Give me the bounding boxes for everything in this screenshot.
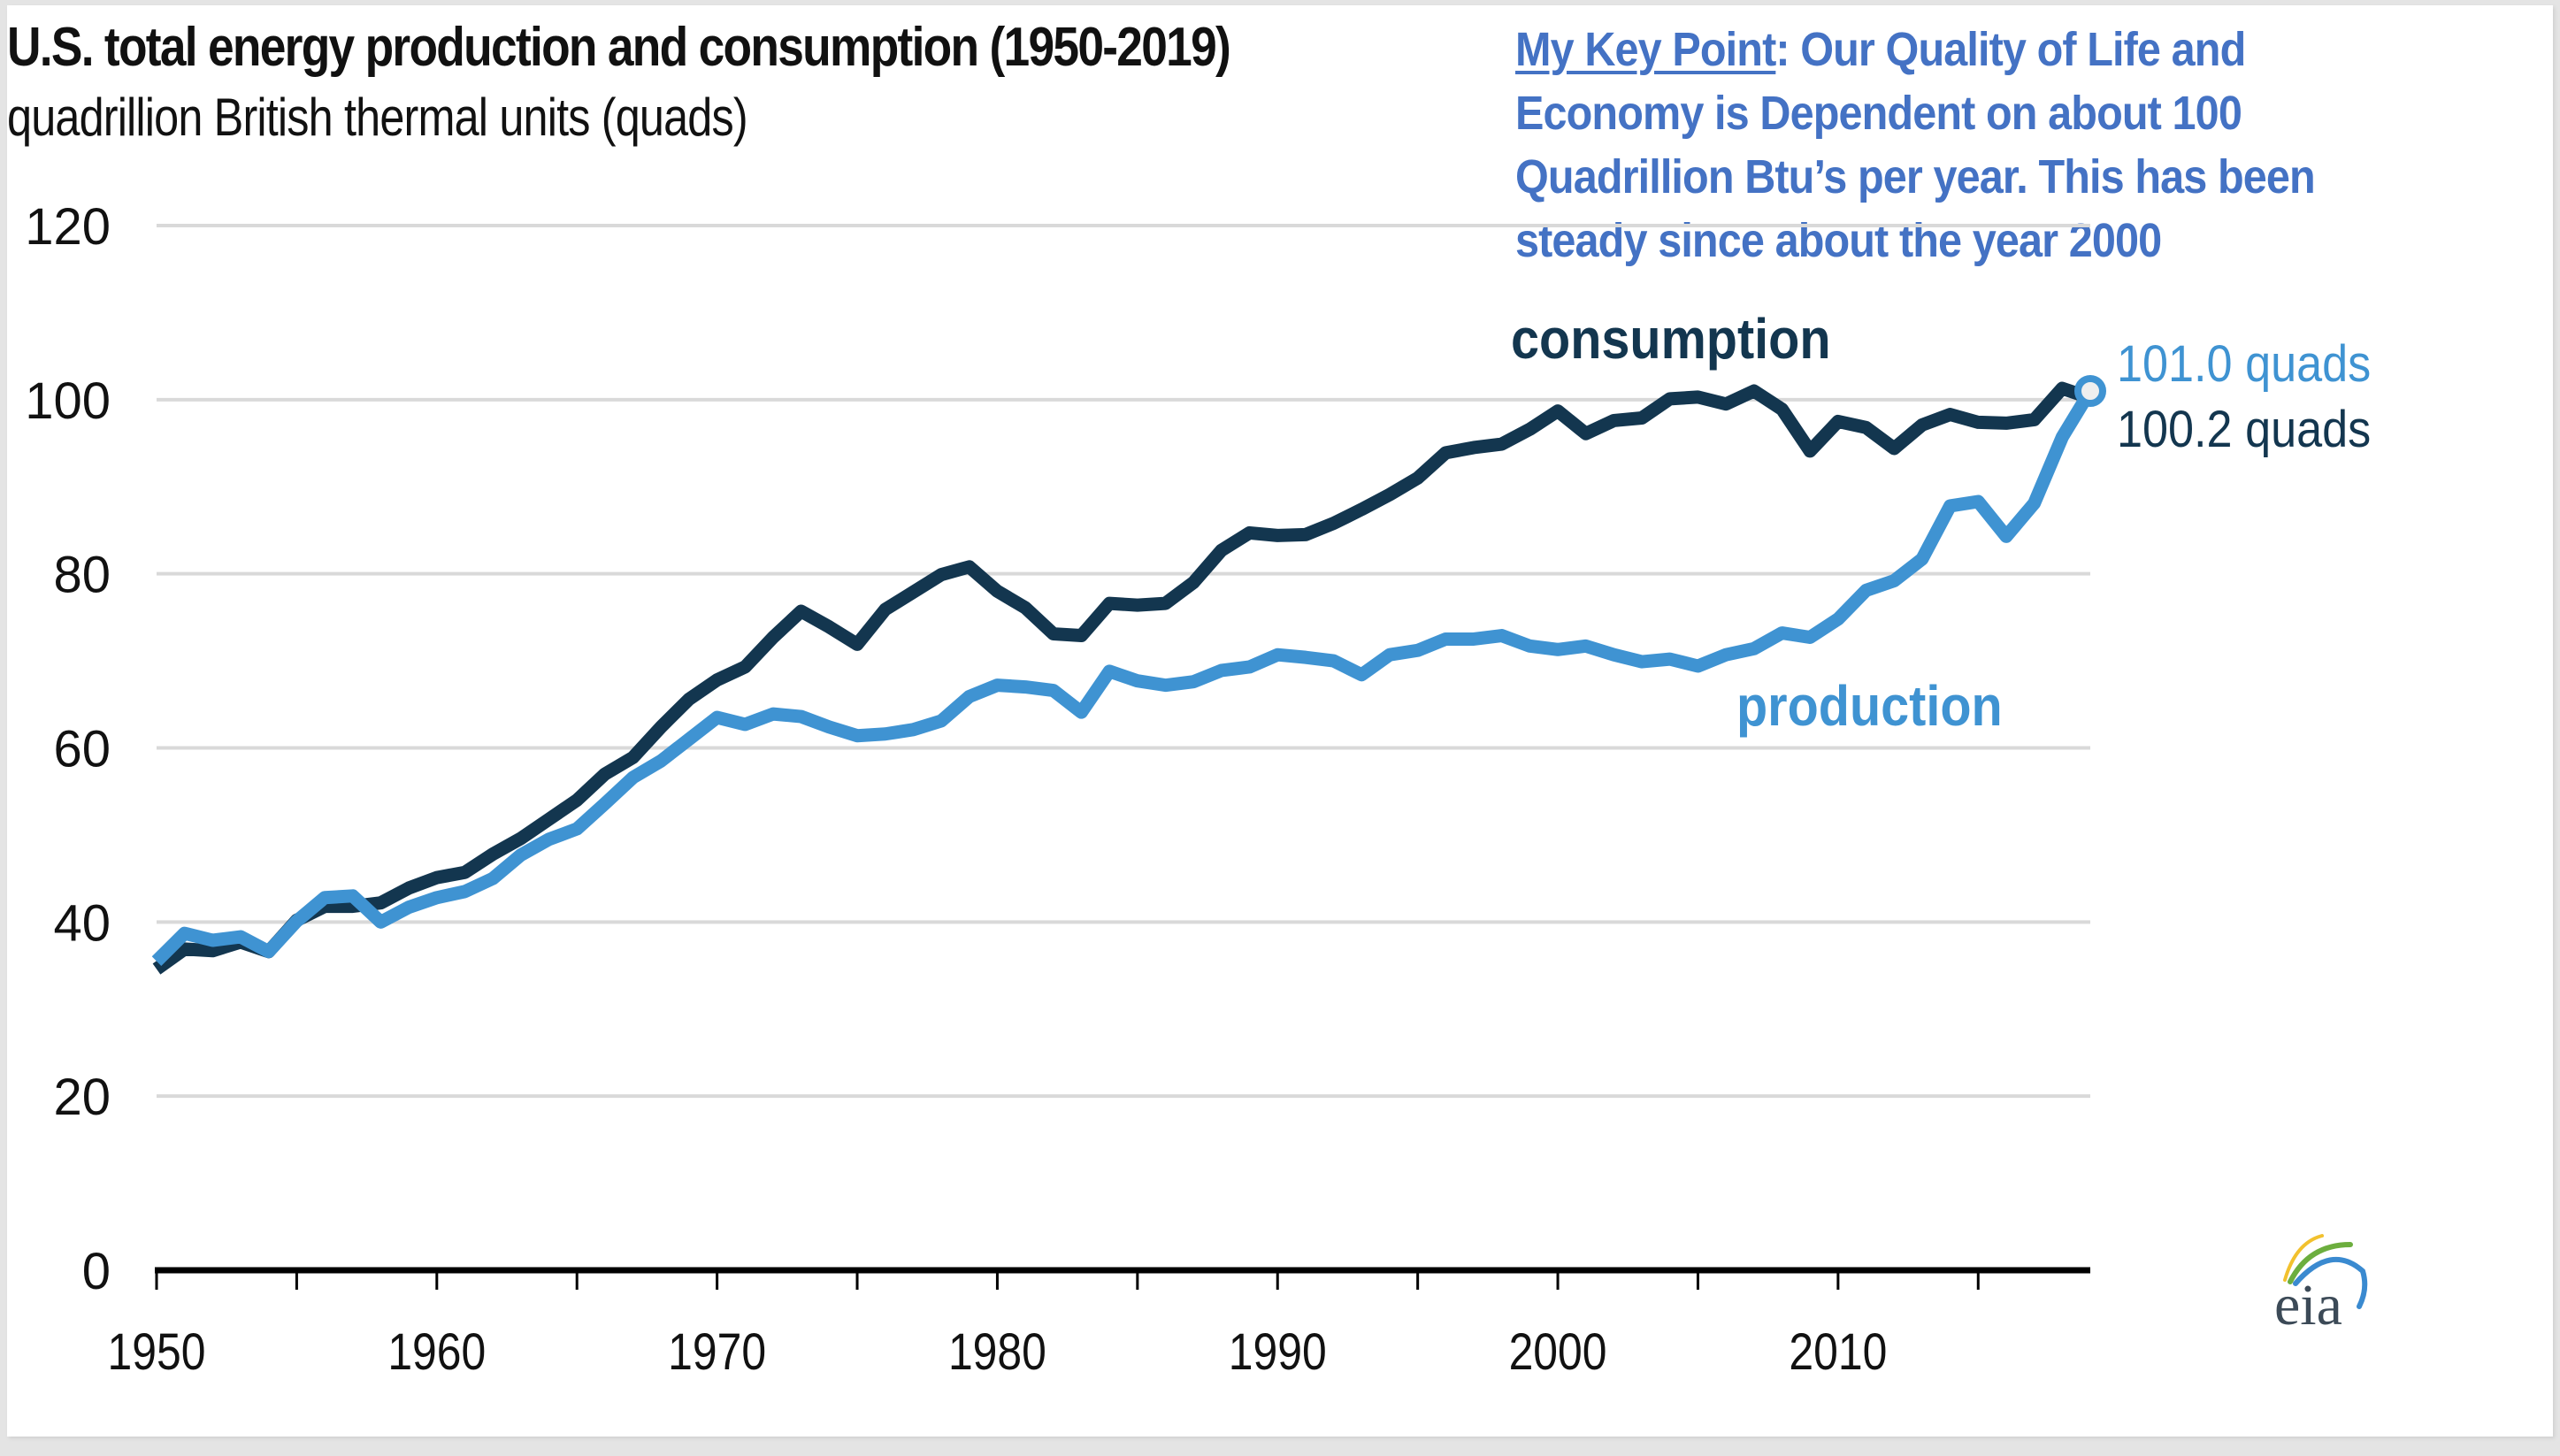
chart-subtitle: quadrillion British thermal units (quads… — [7, 88, 748, 147]
y-tick-label: 20 — [53, 1069, 111, 1126]
production-series-label: production — [1736, 674, 2003, 737]
key-point-text: : Our Quality of Life and — [1775, 23, 2246, 76]
chart-title: U.S. total energy production and consump… — [7, 17, 1231, 78]
x-tick-label: 1990 — [1229, 1324, 1327, 1381]
x-tick-label: 1960 — [387, 1324, 486, 1381]
key-point-line-1: My Key Point: Our Quality of Life and — [1515, 18, 2391, 81]
y-tick-label: 80 — [53, 547, 111, 604]
x-tick-label: 1950 — [108, 1324, 206, 1381]
eia-logo-icon: eia — [2274, 1234, 2368, 1331]
key-point-lead: My Key Point — [1515, 23, 1776, 76]
x-axis-tick-labels: 1950 1960 1970 1980 1990 2000 2010 — [108, 1324, 1888, 1381]
eia-logo-text: eia — [2274, 1273, 2342, 1331]
x-tick-label: 1970 — [668, 1324, 766, 1381]
production-end-value-label: 101.0 quads — [2117, 334, 2371, 392]
y-tick-label: 0 — [82, 1243, 111, 1300]
x-axis — [155, 1267, 2090, 1290]
key-point-line-4: steady since about the year 2000 — [1515, 214, 2162, 267]
series-labels: consumption production 101.0 quads 100.2… — [1511, 307, 2371, 737]
key-point-line-3: Quadrillion Btu’s per year. This has bee… — [1515, 150, 2316, 203]
slide-panel — [7, 5, 2553, 1437]
key-point-line-2: Economy is Dependent on about 100 — [1515, 87, 2242, 140]
consumption-series-label: consumption — [1511, 307, 1831, 370]
key-point-note: My Key Point: Our Quality of Life and Ec… — [1515, 18, 2488, 272]
production-end-marker — [2074, 374, 2106, 407]
series-lines — [151, 374, 2106, 975]
y-tick-label: 60 — [53, 721, 111, 778]
y-tick-label: 120 — [25, 198, 111, 256]
consumption-end-value-label: 100.2 quads — [2117, 400, 2371, 457]
production-line — [151, 387, 2096, 966]
x-tick-label: 1980 — [948, 1324, 1046, 1381]
y-axis-tick-labels: 0 20 40 60 80 100 120 — [25, 198, 111, 1300]
y-tick-label: 40 — [53, 894, 111, 952]
y-tick-label: 100 — [25, 372, 111, 430]
x-tick-label: 2010 — [1789, 1324, 1887, 1381]
consumption-line — [152, 381, 2093, 975]
x-tick-label: 2000 — [1509, 1324, 1607, 1381]
